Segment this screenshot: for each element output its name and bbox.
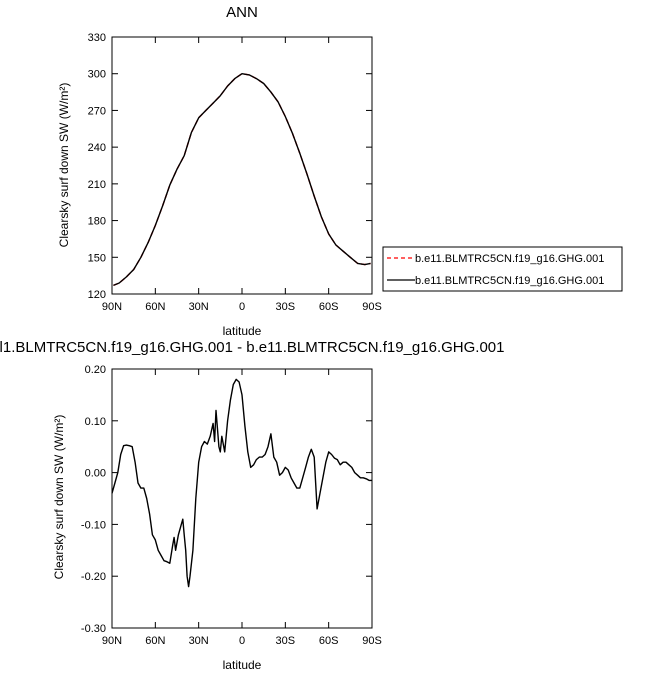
bottom-ytick-label: -0.20 <box>81 571 106 583</box>
top-chart: ANN 90N 60N 30N 0 30S 60S 90S 120 150 180 210 240 27… <box>57 4 382 338</box>
top-xtick-label: 60N <box>145 301 165 313</box>
bottom-ytick-label: -0.10 <box>81 519 106 531</box>
top-ytick-label: 180 <box>88 216 106 228</box>
bottom-xtick-label: 90S <box>362 635 382 647</box>
bottom-chart: l1.BLMTRC5CN.f19_g16.GHG.001 - b.e11.BLM… <box>0 339 504 672</box>
bottom-xtick-label: 30S <box>276 635 296 647</box>
bottom-ytick-label: 0.20 <box>85 364 106 376</box>
top-ylabel: Clearsky surf down SW (W/m²) <box>57 83 71 248</box>
bottom-xlabel: latitude <box>223 658 262 672</box>
bottom-xtick-label: 90N <box>102 635 122 647</box>
top-chart-title: ANN <box>226 4 258 21</box>
bottom-chart-title: l1.BLMTRC5CN.f19_g16.GHG.001 - b.e11.BLM… <box>0 339 504 356</box>
legend-box <box>382 246 623 292</box>
top-xtick-label: 90S <box>362 301 382 313</box>
legend: b.e11.BLMTRC5CN.f19_g16.GHG.001 b.e11.BL… <box>382 246 623 292</box>
bottom-ylabel: Clearsky surf down SW (W/m²) <box>52 415 66 580</box>
top-ytick-label: 150 <box>88 252 106 264</box>
top-ytick-label: 300 <box>88 69 106 81</box>
legend-label-2: b.e11.BLMTRC5CN.f19_g16.GHG.001 <box>415 275 604 287</box>
top-series-line-1 <box>113 72 371 287</box>
top-xtick-label: 30S <box>276 301 296 313</box>
top-ytick-label: 210 <box>88 179 106 191</box>
top-chart-lines <box>113 72 371 287</box>
top-xtick-label: 60S <box>319 301 339 313</box>
bottom-plot-frame <box>111 368 373 629</box>
top-xlabel: latitude <box>223 324 262 338</box>
top-xtick-label: 0 <box>239 301 245 313</box>
bottom-xtick-label: 30N <box>189 635 209 647</box>
top-xtick-label: 30N <box>189 301 209 313</box>
bottom-chart-ticks: 90N 60N 30N 0 30S 60S 90S -0.30 -0.20 -0.10 0.00 0.… <box>81 364 382 647</box>
top-ytick-label: 120 <box>88 289 106 301</box>
bottom-chart-lines <box>111 378 372 588</box>
bottom-xtick-label: 60S <box>319 635 339 647</box>
bottom-ytick-label: 0.10 <box>85 416 106 428</box>
top-ytick-label: 240 <box>88 142 106 154</box>
top-chart-ticks: 90N 60N 30N 0 30S 60S 90S 120 150 180 210 240 270 300… <box>88 32 382 313</box>
top-plot-frame <box>111 36 373 295</box>
top-series-line-2 <box>113 72 371 287</box>
top-ytick-label: 270 <box>88 105 106 117</box>
legend-label-1: b.e11.BLMTRC5CN.f19_g16.GHG.001 <box>415 253 604 265</box>
bottom-series-line-1 <box>111 378 372 588</box>
top-xtick-label: 90N <box>102 301 122 313</box>
bottom-ytick-label: -0.30 <box>81 623 106 635</box>
bottom-ytick-label: 0.00 <box>85 468 106 480</box>
bottom-xtick-label: 0 <box>239 635 245 647</box>
bottom-xtick-label: 60N <box>145 635 165 647</box>
top-ytick-label: 330 <box>88 32 106 44</box>
